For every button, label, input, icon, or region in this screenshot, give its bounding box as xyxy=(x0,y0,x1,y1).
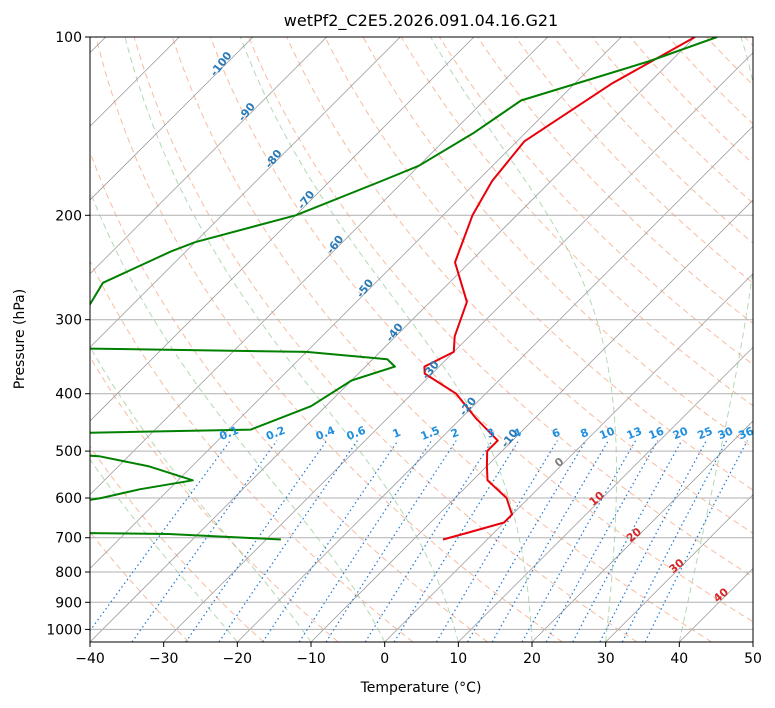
x-axis-ticks: −40 −30 −20 −10 0 10 20 30 40 50 xyxy=(75,642,762,667)
dry-adiabat-line xyxy=(248,37,753,578)
dry-adiabat-line xyxy=(286,37,753,534)
x-tick-label: 40 xyxy=(670,651,688,667)
y-tick-label: 700 xyxy=(55,531,82,547)
mixing-ratio-line xyxy=(599,440,707,642)
x-tick-label: −30 xyxy=(149,651,179,667)
mixing-ratio-label: 36 xyxy=(737,424,756,442)
isotherm-line xyxy=(531,420,753,642)
moist-adiabat-line xyxy=(90,189,386,642)
y-axis-label: Pressure (hPa) xyxy=(12,289,28,389)
chart-title: wetPf2_C2E5.2026.091.04.16.G21 xyxy=(284,11,558,31)
isotherm-line xyxy=(90,37,696,642)
y-tick-label: 900 xyxy=(55,595,82,611)
mixing-ratio-line xyxy=(644,440,748,642)
mixing-ratio-line xyxy=(298,440,432,642)
plot-frame xyxy=(89,36,754,643)
isotherm-line xyxy=(605,494,753,642)
isotherm-line xyxy=(90,37,328,275)
dry-adiabat-line xyxy=(438,37,753,366)
dry-adiabat-line xyxy=(400,37,753,407)
isotherm-line xyxy=(90,37,254,201)
isotherm-line xyxy=(236,125,753,642)
series-line-1 xyxy=(423,37,696,541)
mixing-ratio-label: 10 xyxy=(598,424,617,442)
x-tick-label: 10 xyxy=(449,651,467,667)
y-tick-label: 800 xyxy=(55,565,82,581)
y-tick-label: 600 xyxy=(55,491,82,507)
moist-adiabat-line xyxy=(124,37,459,642)
series-line-2 xyxy=(90,37,718,541)
x-tick-label: 0 xyxy=(380,651,389,667)
mixing-ratio-line xyxy=(131,440,278,642)
x-tick-label: 20 xyxy=(523,651,541,667)
isotherm-line xyxy=(457,346,753,642)
mixing-ratio-line xyxy=(364,440,493,642)
mixing-ratio-label: 8 xyxy=(579,426,591,441)
mixing-ratio-line xyxy=(572,440,683,642)
moist-adiabat-line xyxy=(430,37,617,642)
x-tick-label: 30 xyxy=(597,651,615,667)
moist-adiabat-line xyxy=(678,37,753,642)
mixing-ratio-line xyxy=(435,440,558,642)
mixing-ratio-label: 20 xyxy=(671,424,690,442)
y-tick-label: 200 xyxy=(55,208,82,224)
mixing-ratio-label: 3 xyxy=(485,426,497,441)
pressure-gridlines xyxy=(90,37,753,630)
isotherms xyxy=(90,37,753,642)
mixing-ratio-label: 2 xyxy=(449,426,461,441)
isotherm-line xyxy=(90,37,549,496)
isotherm-line xyxy=(384,273,753,642)
y-tick-label: 500 xyxy=(55,444,82,460)
y-tick-label: 400 xyxy=(55,387,82,403)
isotherm-line xyxy=(90,37,622,569)
mixing-ratio-line xyxy=(545,440,659,642)
x-tick-label: −20 xyxy=(223,651,253,667)
x-axis-label: Temperature (°C) xyxy=(360,680,482,696)
x-tick-label: 50 xyxy=(744,651,762,667)
mixing-ratio-label: 1 xyxy=(391,426,403,441)
isotherm-line xyxy=(90,37,401,348)
dry-adiabat-line xyxy=(133,37,638,642)
x-tick-label: −10 xyxy=(296,651,326,667)
mixing-ratio-line xyxy=(185,440,328,642)
mixing-ratio-line xyxy=(466,440,587,642)
isotherm-line xyxy=(90,37,180,127)
dry-adiabat-line xyxy=(362,37,753,449)
dry-adiabat-line xyxy=(90,445,264,642)
mixing-ratio-label: 30 xyxy=(716,424,735,442)
isotherm-line xyxy=(310,199,753,642)
mixing-ratio-label: 16 xyxy=(647,424,666,442)
mixing-ratio-label: 25 xyxy=(695,424,714,442)
dry-adiabat-line xyxy=(209,37,753,623)
moist-adiabat-line xyxy=(239,37,533,642)
y-axis-ticks: 100 200 300 400 500 600 700 800 900 1000 xyxy=(46,30,90,638)
mixing-ratio-line xyxy=(393,440,520,642)
sounding-series xyxy=(90,37,718,541)
dry-adiabat-line xyxy=(90,150,488,642)
dry-adiabat-line xyxy=(90,259,414,642)
x-tick-label: −40 xyxy=(75,651,105,667)
dry-adiabats xyxy=(90,37,753,642)
dry-adiabat-line xyxy=(171,37,712,642)
y-tick-label: 1000 xyxy=(46,622,82,638)
y-tick-label: 300 xyxy=(55,313,82,329)
isotherm-line xyxy=(163,52,753,642)
mixing-ratio-line xyxy=(491,440,609,642)
mixing-ratio-line xyxy=(521,440,637,642)
mixing-ratio-label: 13 xyxy=(625,424,644,442)
isotherm-line xyxy=(90,37,475,422)
dry-adiabat-line xyxy=(95,37,563,642)
mixing-ratio-line xyxy=(621,440,728,642)
dry-adiabat-line xyxy=(324,37,753,491)
y-tick-label: 100 xyxy=(55,30,82,46)
mixing-ratio-lines xyxy=(90,440,748,642)
moist-adiabat-line xyxy=(90,458,238,642)
